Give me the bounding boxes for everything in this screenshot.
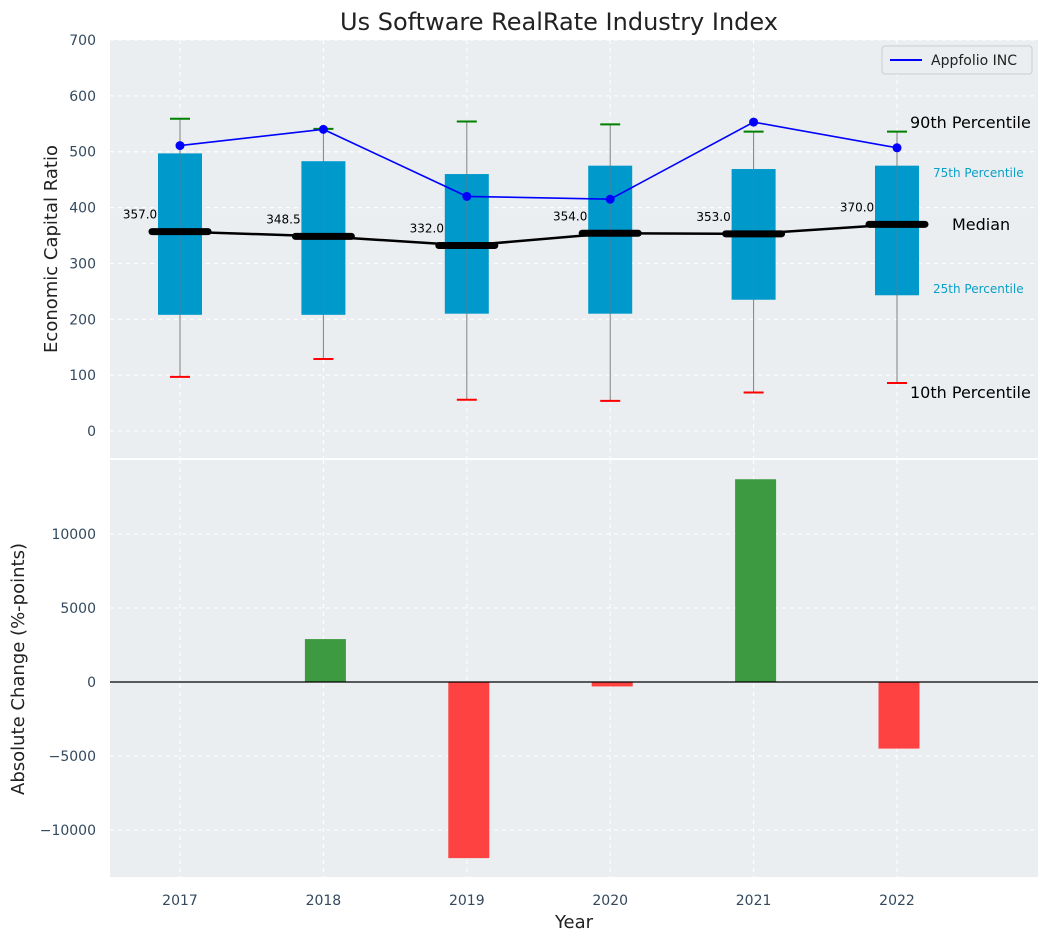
- median-value-label: 348.5: [266, 212, 300, 226]
- bottom-y-tick-label: 0: [87, 675, 96, 691]
- x-tick-label: 2020: [592, 893, 628, 909]
- bottom-y-tick-label: −10000: [40, 823, 96, 839]
- change-bar-2019: [448, 682, 490, 859]
- top-y-tick-label: 200: [69, 312, 96, 328]
- bottom-y-tick-label: 5000: [60, 601, 96, 617]
- x-axis-label: Year: [554, 912, 594, 933]
- median-value-label: 332.0: [410, 222, 444, 236]
- top-y-tick-label: 100: [69, 368, 96, 384]
- top-y-tick-label: 700: [69, 33, 96, 49]
- median-value-label: 354.0: [553, 209, 587, 223]
- top-y-tick-label: 300: [69, 256, 96, 272]
- annotation-p90: 90th Percentile: [910, 113, 1031, 132]
- legend: Appfolio INC: [881, 45, 1033, 75]
- change-bar-2018: [304, 639, 346, 682]
- median-value-label: 357.0: [123, 208, 157, 222]
- x-tick-label: 2019: [449, 893, 485, 909]
- top-y-tick-label: 600: [69, 89, 96, 105]
- top-y-axis-label: Economic Capital Ratio: [41, 145, 62, 353]
- change-bar-2022: [878, 682, 920, 749]
- chart-title: Us Software RealRate Industry Index: [340, 8, 778, 36]
- change-bar-2020: [591, 682, 633, 687]
- top-y-tick-label: 500: [69, 145, 96, 161]
- company-point-2018: [318, 124, 328, 134]
- company-point-2017: [175, 141, 185, 151]
- x-tick-label: 2018: [306, 893, 342, 909]
- bottom-y-axis-label: Absolute Change (%-points): [8, 543, 29, 795]
- company-point-2020: [605, 194, 615, 204]
- x-tick-label: 2021: [736, 893, 772, 909]
- company-line: [179, 121, 898, 200]
- legend-company-label: Appfolio INC: [931, 53, 1017, 69]
- x-tick-label: 2022: [879, 893, 915, 909]
- median-value-label: 370.0: [840, 200, 874, 214]
- box-plot-panel: 0 100 200 300 400 500 600 700 357.0 348.5 332.0 35…: [41, 33, 1038, 458]
- bottom-y-tick-label: −5000: [49, 749, 96, 765]
- company-point-2022: [892, 143, 902, 153]
- annotation-median: Median: [952, 215, 1010, 234]
- change-bar-panel: −10000 −5000 0 5000 10000 2017 2018 2019 2020 20…: [8, 460, 1038, 933]
- annotation-p75: 75th Percentile: [933, 166, 1024, 180]
- legend-frame: [881, 45, 1033, 75]
- top-y-tick-label: 400: [69, 201, 96, 217]
- company-point-2019: [462, 191, 472, 201]
- median-value-label: 353.0: [696, 210, 730, 224]
- change-bar-background: [110, 460, 1038, 877]
- x-tick-label: 2017: [162, 893, 198, 909]
- bottom-y-tick-label: 10000: [51, 527, 96, 543]
- annotation-p10: 10th Percentile: [910, 383, 1031, 402]
- top-y-tick-label: 0: [87, 424, 96, 440]
- change-bar-2021: [735, 479, 777, 682]
- annotation-p25: 25th Percentile: [933, 282, 1024, 296]
- company-point-2021: [749, 117, 759, 127]
